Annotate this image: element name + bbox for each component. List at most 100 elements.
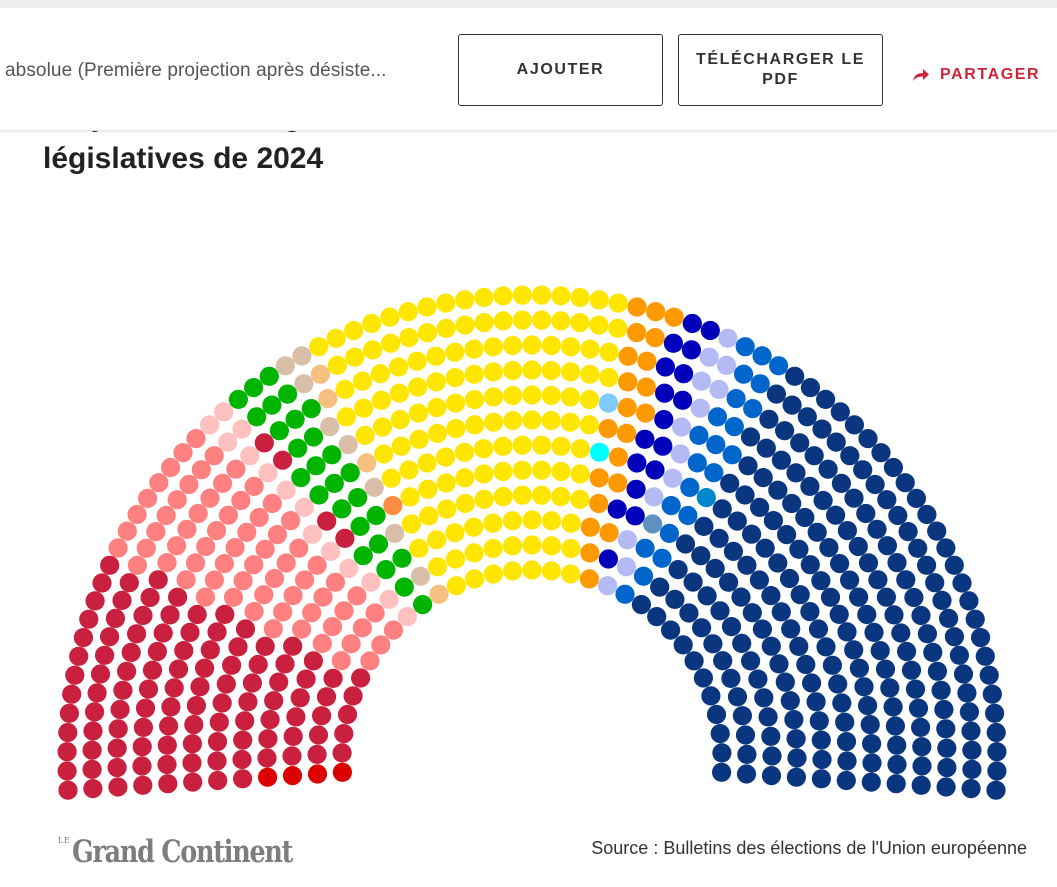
download-pdf-button[interactable]: TÉLÉCHARGER LE PDF [678, 34, 883, 106]
toolbar: absolue (Première projection après désis… [0, 8, 1057, 131]
share-button[interactable]: PARTAGER [912, 63, 1040, 87]
seat-dot-group-19 [836, 732, 857, 752]
seat-dot-group-19 [694, 516, 714, 537]
seat-dot-group-19 [971, 628, 991, 648]
seat-dot-group-3 [195, 587, 215, 607]
seat-dot-group-13 [645, 328, 665, 348]
seat-dot-group-7 [410, 566, 431, 586]
seat-dot-group-10 [464, 390, 485, 410]
seat-dot-group-10 [363, 340, 383, 360]
seat-dot-group-10 [417, 323, 437, 343]
seat-dot-group-10 [436, 447, 456, 467]
seat-dot-group-3 [167, 536, 187, 556]
seat-dot-group-19 [858, 429, 878, 449]
seat-dot-group-10 [464, 543, 484, 563]
seat-dot-group-19 [818, 459, 838, 479]
seat-dot-group-3 [156, 505, 176, 526]
seat-dot-group-19 [789, 636, 809, 657]
seat-dot-group-19 [800, 602, 820, 622]
seat-dot-group-10 [532, 485, 552, 505]
seat-dot-group-2 [174, 641, 194, 661]
seat-dot-group-10 [437, 499, 457, 519]
seat-dot-group-10 [352, 371, 373, 391]
seat-dot-group-10 [419, 506, 439, 526]
seat-dot-group-14 [655, 357, 676, 377]
seat-dot-group-19 [848, 536, 868, 557]
seat-dot-group-19 [738, 456, 758, 476]
seat-dot-group-2 [195, 658, 215, 678]
seat-dot-group-3 [254, 585, 274, 605]
seat-dot-group-3 [173, 443, 193, 463]
seat-dot-group-19 [857, 604, 877, 625]
seat-dot-group-3 [267, 525, 287, 545]
seat-dot-group-5 [317, 511, 337, 531]
seat-dot-group-13 [617, 398, 637, 418]
seat-dot-group-10 [445, 523, 465, 543]
seat-dot-group-19 [631, 595, 652, 615]
seat-dot-group-19 [884, 605, 904, 625]
seat-dot-group-10 [570, 287, 590, 308]
seat-dot-group-2 [85, 591, 105, 611]
seat-dot-group-10 [532, 435, 552, 455]
seat-dot-group-19 [822, 655, 843, 675]
seat-dot-group-19 [927, 521, 947, 541]
seat-dot-group-2 [73, 628, 93, 648]
seat-dot-group-19 [936, 777, 956, 797]
seat-dot-group-19 [865, 474, 885, 495]
seat-dot-group-19 [816, 637, 836, 657]
seat-dot-group-10 [455, 315, 475, 335]
seat-dot-group-2 [186, 696, 206, 716]
seat-dot-group-3 [204, 570, 224, 590]
seat-dot-group-19 [936, 538, 956, 558]
seat-dot-group-15 [691, 371, 712, 391]
seat-dot-group-13 [618, 372, 638, 392]
add-button[interactable]: AJOUTER [458, 34, 663, 106]
seat-dot-group-2 [108, 777, 128, 797]
seat-dot-group-10 [493, 286, 513, 306]
seat-dot-group-19 [809, 711, 829, 731]
seat-dot-group-19 [858, 696, 878, 716]
seat-dot-group-6 [413, 595, 433, 615]
seat-dot-group-19 [768, 553, 788, 573]
seat-dot-group-17 [735, 337, 755, 357]
seat-dot-group-10 [493, 487, 513, 507]
seat-dot-group-19 [647, 607, 667, 627]
seat-dot-group-19 [761, 586, 781, 606]
seat-dot-group-2 [138, 679, 159, 699]
seat-dot-group-19 [727, 511, 747, 531]
seat-dot-group-19 [837, 622, 857, 642]
seat-dot-group-10 [372, 417, 393, 437]
seat-dot-group-2 [248, 654, 268, 675]
seat-dot-group-2 [235, 619, 256, 639]
seat-dot-group-19 [779, 568, 800, 589]
seat-dot-group-2 [233, 730, 253, 750]
seat-dot-group-2 [95, 645, 115, 665]
seat-dot-group-19 [868, 570, 888, 590]
seat-dot-group-10 [561, 513, 581, 533]
seat-dot-group-2 [303, 651, 323, 671]
seat-dot-group-19 [830, 554, 850, 574]
seat-dot-group-17 [750, 374, 770, 394]
seat-dot-group-10 [502, 335, 523, 356]
seat-dot-group-15 [663, 468, 683, 488]
seat-dot-group-19 [837, 751, 857, 771]
seat-dot-group-19 [906, 488, 927, 508]
seat-dot-group-2 [332, 743, 352, 763]
seat-dot-group-19 [710, 724, 730, 744]
seat-dot-group-19 [862, 734, 882, 754]
seat-dot-group-3 [264, 568, 285, 589]
seat-dot-group-2 [215, 604, 235, 625]
logo-name: Grand Continent [72, 834, 293, 870]
seat-dot-group-10 [532, 285, 552, 305]
seat-dot-group-2 [117, 661, 137, 681]
seat-dot-group-19 [668, 560, 688, 580]
seat-dot-group-16 [643, 514, 663, 534]
share-label: PARTAGER [940, 66, 1041, 83]
seat-dot-group-10 [570, 489, 590, 509]
seat-dot-group-13 [664, 307, 684, 327]
seat-dot-group-19 [934, 699, 954, 720]
seat-dot-group-19 [732, 633, 752, 654]
seat-dot-group-10 [541, 360, 561, 381]
seat-dot-group-10 [599, 368, 619, 388]
